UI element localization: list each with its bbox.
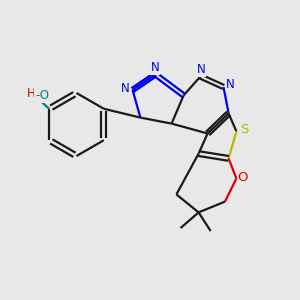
- Text: N: N: [121, 82, 130, 95]
- Text: S: S: [240, 123, 248, 136]
- Text: H: H: [27, 87, 36, 100]
- Text: N: N: [150, 61, 159, 74]
- Text: N: N: [226, 77, 235, 91]
- Text: O: O: [238, 171, 248, 184]
- Text: N: N: [196, 63, 206, 76]
- Text: -O: -O: [35, 89, 49, 102]
